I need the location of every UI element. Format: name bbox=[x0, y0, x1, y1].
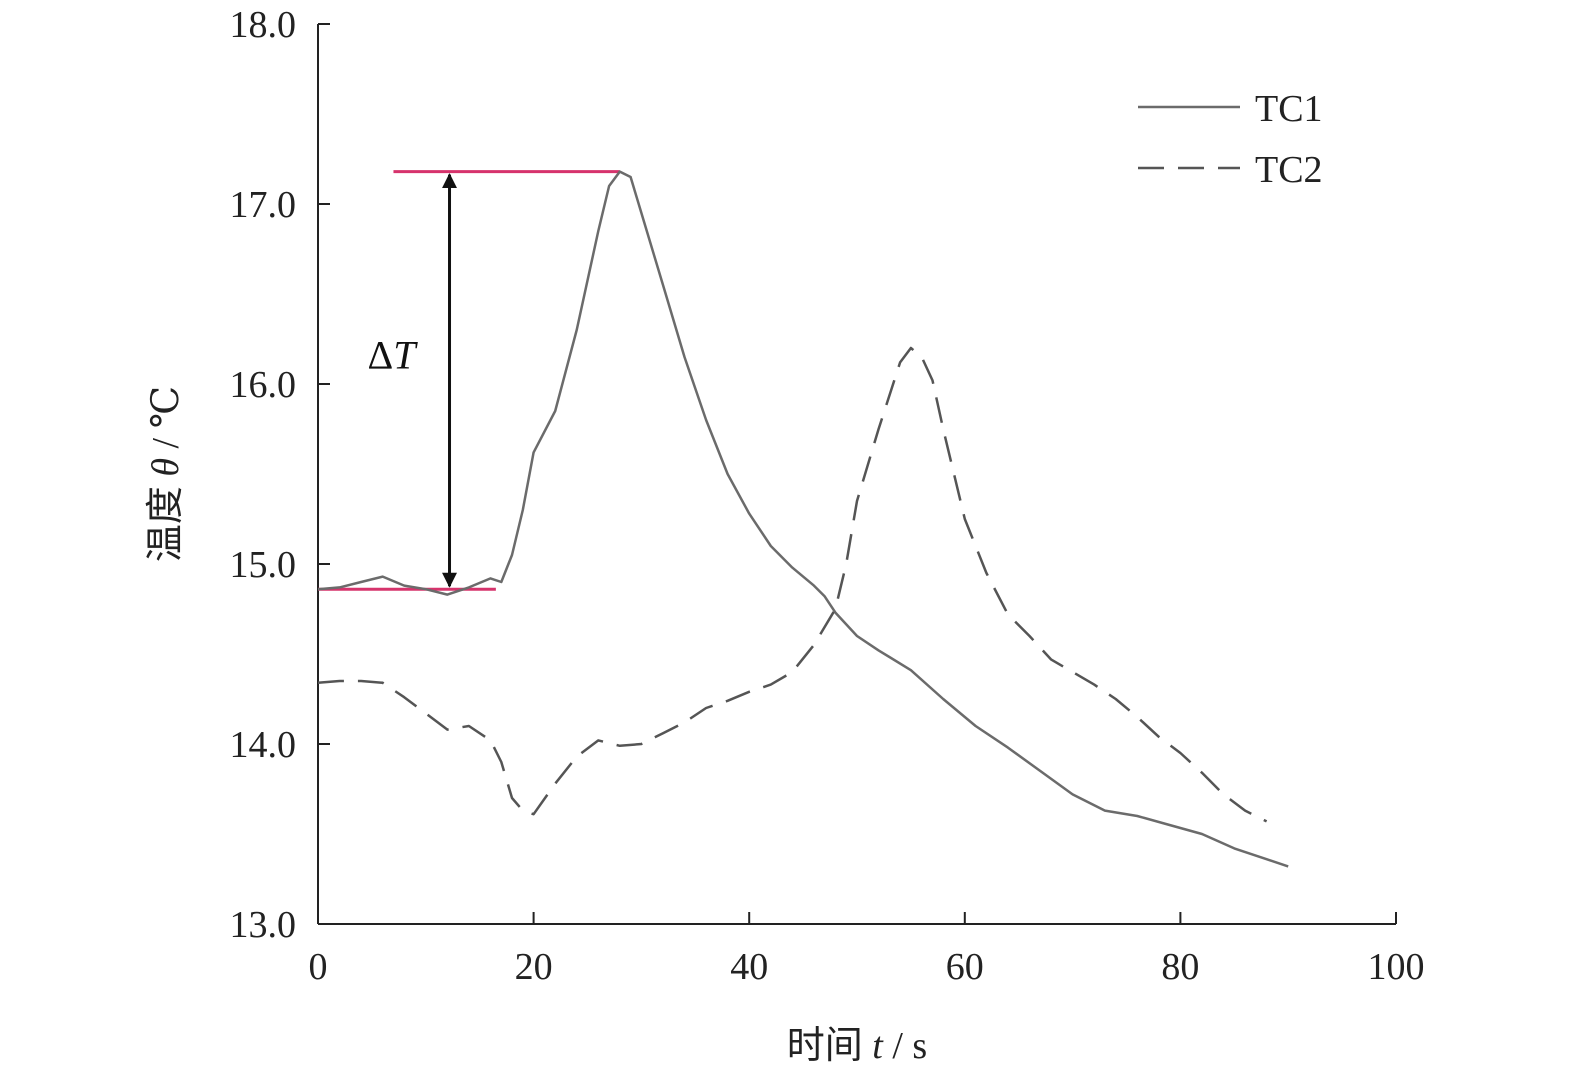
y-tick-label: 15.0 bbox=[230, 544, 297, 586]
axes bbox=[317, 24, 1396, 925]
y-tick-label: 14.0 bbox=[230, 724, 297, 766]
x-axis-title: 时间 t / s bbox=[787, 1025, 927, 1067]
y-axis-title: 温度 θ / ℃ bbox=[145, 386, 187, 562]
y-tick-label: 17.0 bbox=[230, 184, 297, 226]
y-tick-label: 18.0 bbox=[230, 4, 297, 46]
series-layer bbox=[317, 170, 1289, 868]
x-tick-label: 80 bbox=[1161, 946, 1199, 988]
series-line-tc1 bbox=[317, 170, 1289, 868]
x-tick-label: 0 bbox=[309, 946, 328, 988]
y-tick-label: 13.0 bbox=[230, 904, 297, 946]
delta-t-label: ΔT bbox=[368, 332, 419, 377]
x-tick-label: 40 bbox=[730, 946, 768, 988]
series-line-tc2 bbox=[317, 346, 1268, 823]
x-tick-label: 60 bbox=[946, 946, 984, 988]
legend-label-tc2: TC2 bbox=[1255, 149, 1323, 191]
delta-t-annotation: ΔT bbox=[318, 170, 620, 591]
axis-ticks: 0 20 40 60 80 100 13.0 14.0 15.0 16.0 17.0 18.0 bbox=[230, 4, 1425, 988]
x-tick-label: 20 bbox=[515, 946, 553, 988]
x-tick-label: 100 bbox=[1368, 946, 1425, 988]
legend: TC1 TC2 bbox=[1138, 88, 1323, 191]
legend-label-tc1: TC1 bbox=[1255, 88, 1323, 130]
y-tick-label: 16.0 bbox=[230, 364, 297, 406]
